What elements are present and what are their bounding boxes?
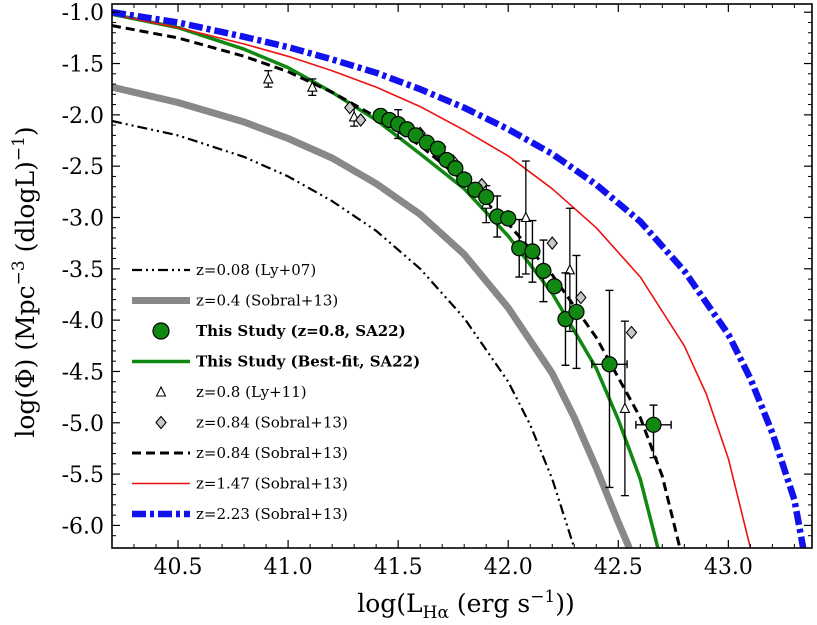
this-study-point [524,243,541,260]
sobral84-point [575,290,587,305]
legend-label: z=0.08 (Ly+07) [196,261,316,279]
y-tick-label: -5.5 [62,463,104,488]
this-study-point [568,303,585,321]
y-tick-label: -5.0 [62,412,104,437]
y-tick-label: -6.0 [62,514,104,539]
sobral84-point [546,236,558,251]
ly11-point [619,402,631,413]
markers-layer [262,70,672,497]
curves-layer [112,8,807,548]
this-study-point [535,262,552,279]
x-tick-label: 41.5 [374,555,423,580]
ly11-point [564,263,576,275]
sobral84-point [355,113,367,127]
plot-frame [111,3,813,549]
curve-z-0-4-sobral-13- [112,83,633,548]
ly11-point [520,211,532,223]
legend-swatch [155,385,167,397]
legend-label: z=0.8 (Ly+11) [196,383,307,401]
legend-label: z=2.23 (Sobral+13) [196,505,348,523]
curve-this-study-best-fit-sa22- [112,12,660,548]
this-study-point [546,278,563,295]
y-tick-label: -4.5 [62,360,104,385]
y-axis-label: log(Φ) (Mpc−3 (dlogL)−1) [9,126,40,437]
legend-label: z=0.4 (Sobral+13) [196,292,338,310]
svg-text:log(Φ) (Mpc−3 (dlogL)−1): log(Φ) (Mpc−3 (dlogL)−1) [9,126,40,437]
legend-label: z=1.47 (Sobral+13) [196,475,348,493]
y-tick-label: -4.0 [62,309,104,334]
this-study-point [456,171,473,188]
curve-z-1-47-sobral-13- [112,13,752,548]
svg-text:log(LHα (erg s−1)): log(LHα (erg s−1)) [357,587,575,623]
y-tick-label: -1.5 [62,53,104,78]
this-study-point [511,240,528,257]
ly11-point [262,72,274,84]
legend-label: This Study (Best-fit, SA22) [196,353,420,371]
x-axis-label: log(LHα (erg s−1)) [357,587,575,623]
x-tick-label: 42.5 [594,555,643,580]
sobral84-point [344,100,356,115]
curve-z-0-08-ly-07- [112,119,576,548]
this-study-point [500,210,517,227]
this-study-point [447,160,464,177]
y-tick-label: -3.0 [62,206,104,231]
y-tick-label: -1.0 [62,1,104,26]
ly11-point [306,80,318,92]
y-tick-label: -2.5 [62,155,104,180]
legend-label: z=0.84 (Sobral+13) [196,414,348,432]
ticks-layer: 40.5 41.0 41.5 42.0 42.5 43.0 -1.0 -1.5 -2.0 -2.5… [62,1,812,580]
this-study-point [478,188,495,206]
y-tick-label: -3.5 [62,258,104,283]
legend-label: z=0.84 (Sobral+13) [196,444,348,462]
x-tick-label: 42.0 [484,555,533,580]
legend-swatch [155,415,167,430]
x-tick-label: 41.0 [264,555,313,580]
y-tick-label: -2.0 [62,104,104,129]
x-tick-label: 43.0 [704,555,753,580]
sobral84-point [625,325,638,340]
legend: z=0.08 (Ly+07) z=0.4 (Sobral+13) This Stud… [132,261,420,523]
this-study-point [601,356,618,373]
legend-swatch [152,322,170,340]
this-study-point [645,416,662,433]
x-tick-label: 40.5 [154,555,203,580]
legend-label: This Study (z=0.8, SA22) [196,322,406,340]
this-study-point [429,140,446,157]
curve-z-0-84-sobral-13- [112,24,682,548]
